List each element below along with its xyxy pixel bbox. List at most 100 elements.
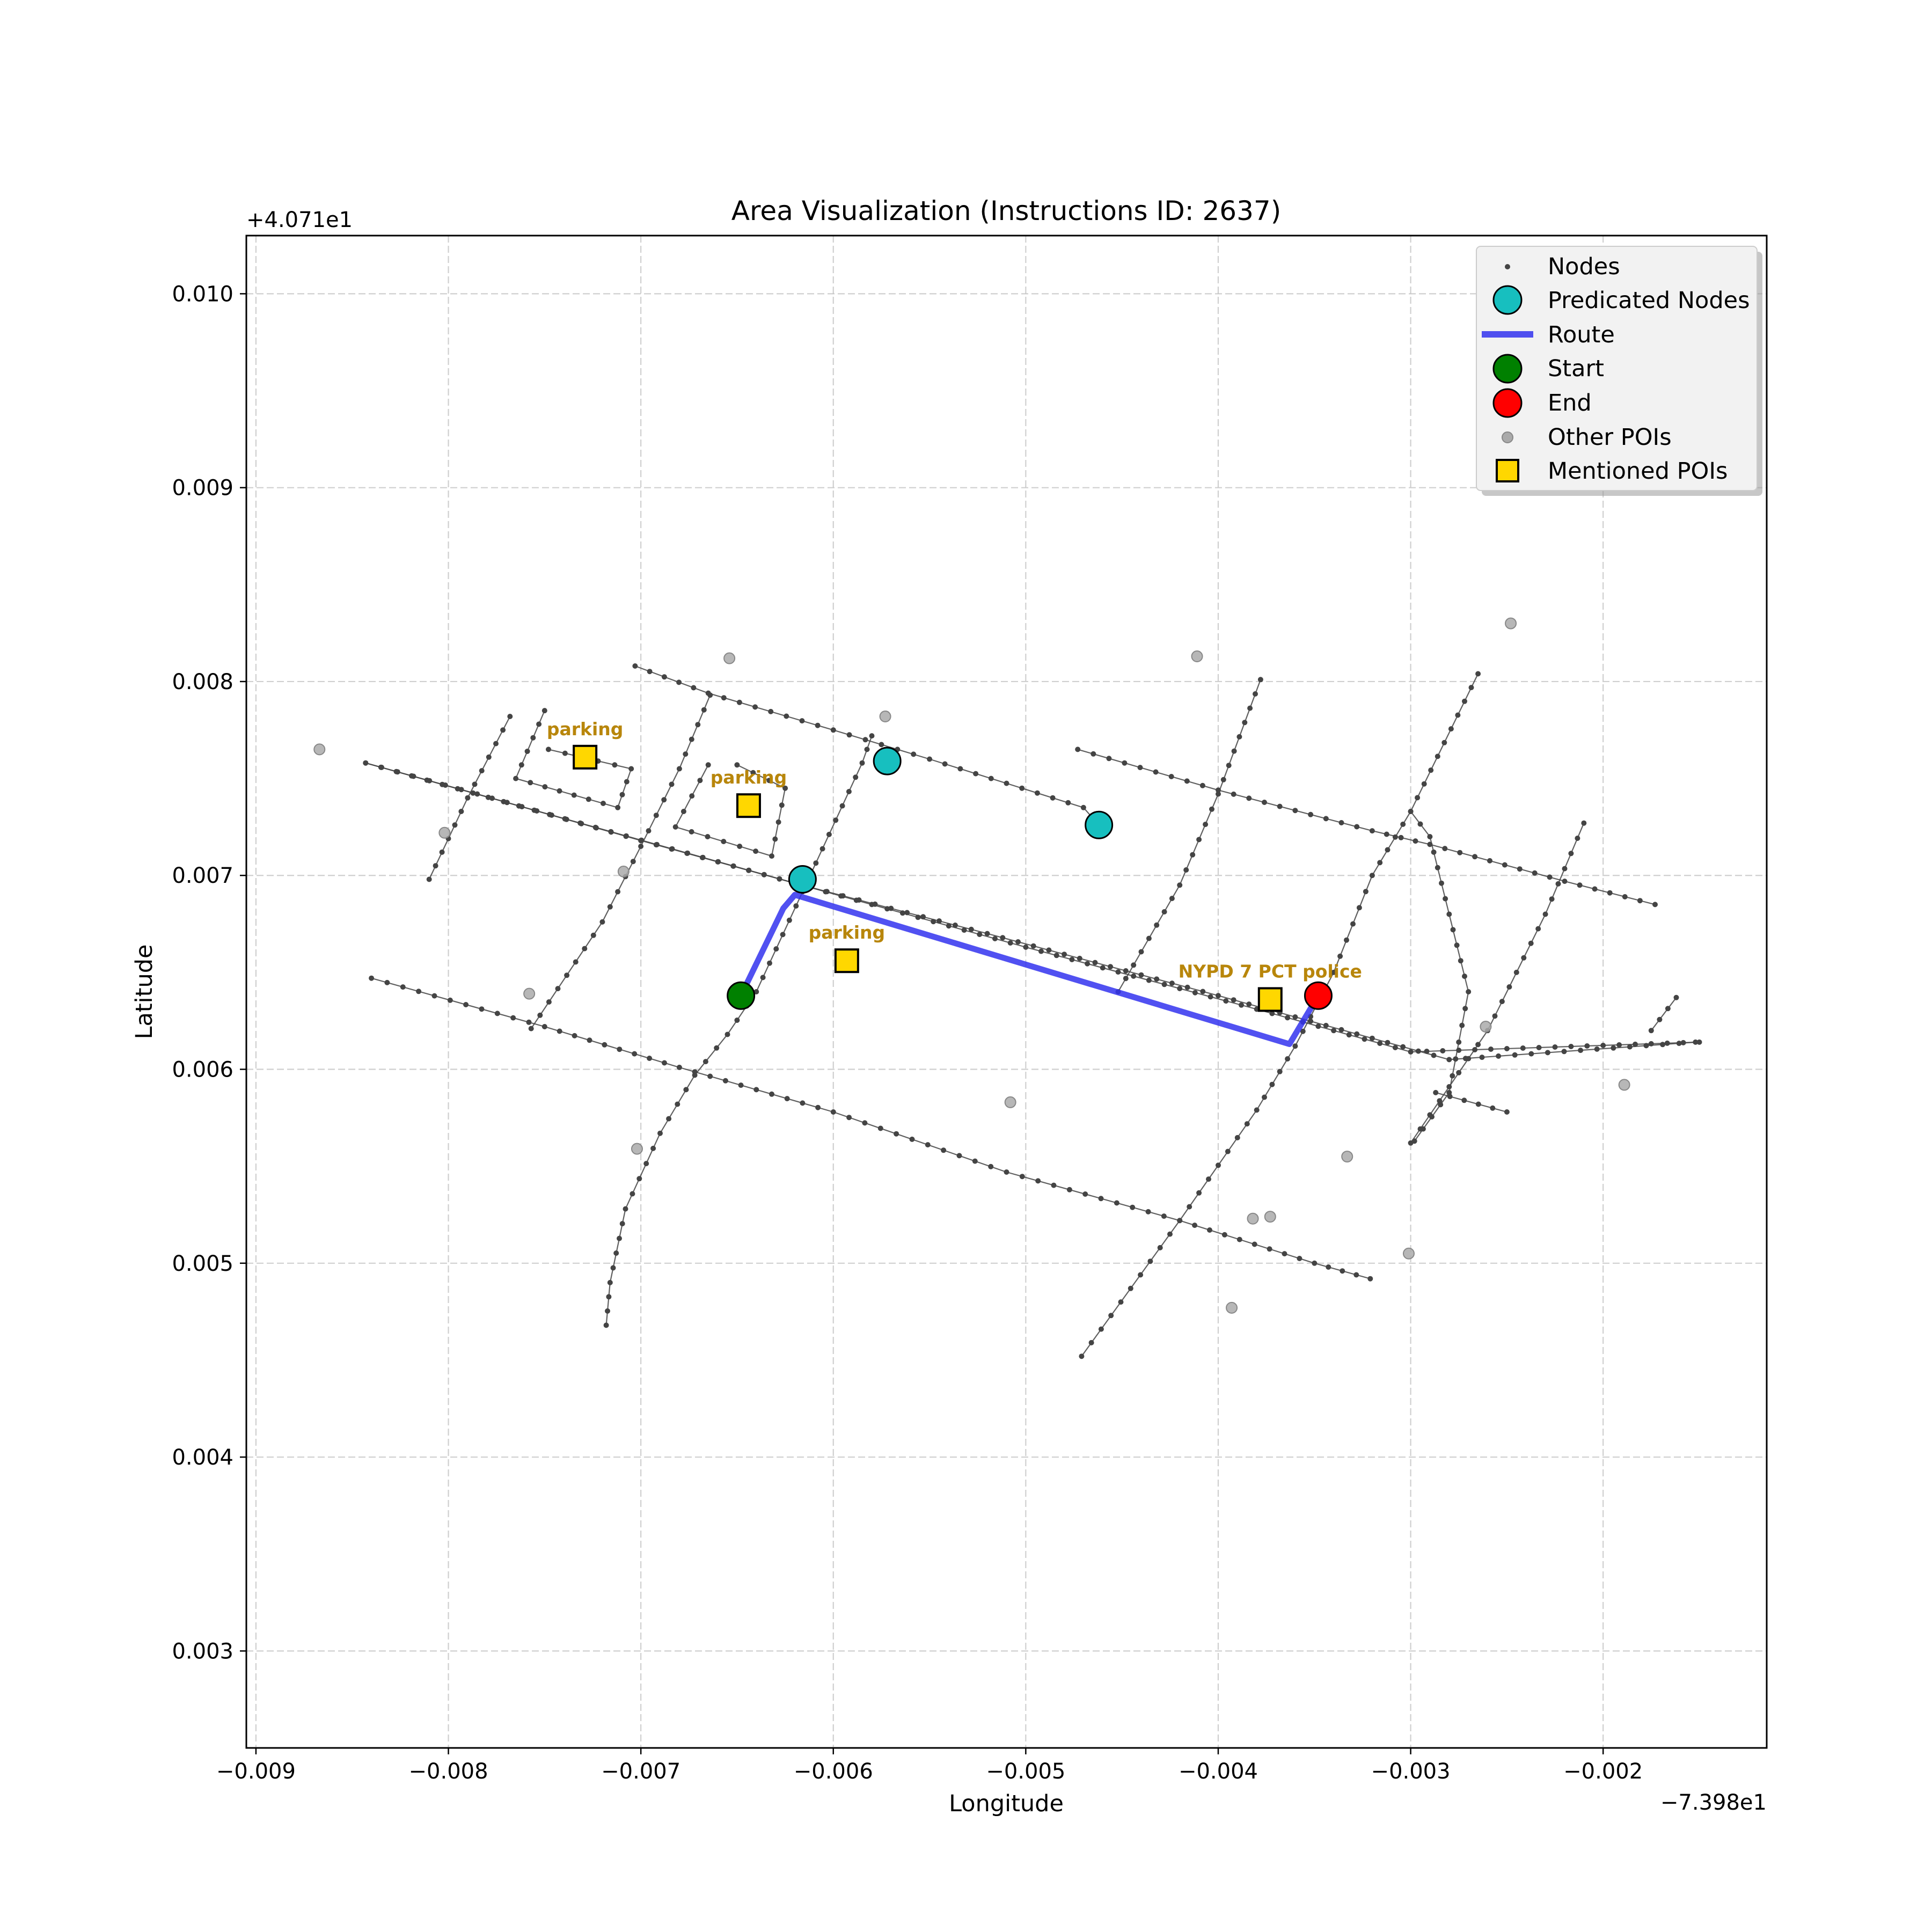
street-node xyxy=(1447,1094,1453,1100)
street-node xyxy=(1462,1006,1468,1012)
street-node xyxy=(1488,1046,1494,1052)
street-node xyxy=(1693,1039,1699,1045)
street-node xyxy=(672,824,678,830)
street-node xyxy=(1253,691,1258,697)
street-node xyxy=(607,1279,613,1285)
street-node xyxy=(973,771,979,777)
street-node xyxy=(608,829,614,835)
street-node xyxy=(526,1019,532,1025)
mentioned-poi xyxy=(1257,987,1283,1012)
street-node xyxy=(1450,1073,1455,1079)
street-node xyxy=(925,1142,931,1148)
street-node xyxy=(363,760,369,766)
street-node xyxy=(643,1161,649,1167)
street-node xyxy=(862,737,868,743)
x-tick-label: −0.008 xyxy=(409,1759,488,1784)
street-node xyxy=(599,919,605,925)
street-node xyxy=(536,721,542,727)
street-node xyxy=(780,932,786,938)
street-node xyxy=(472,781,478,787)
street-node xyxy=(378,764,384,770)
street-node xyxy=(1367,1276,1373,1282)
street-node xyxy=(501,799,507,804)
street-node xyxy=(1398,835,1404,840)
street-node xyxy=(1431,1052,1437,1058)
street-node xyxy=(661,797,667,803)
street-node xyxy=(1466,989,1472,994)
street-node xyxy=(1408,1049,1414,1055)
street-node xyxy=(1392,834,1398,840)
street-node xyxy=(680,809,686,814)
street-node xyxy=(586,796,591,802)
street-node xyxy=(1108,964,1114,970)
street-node xyxy=(541,708,547,714)
street-node xyxy=(1408,1140,1414,1146)
street-node xyxy=(888,905,894,911)
other-poi xyxy=(879,710,891,722)
street-node xyxy=(689,736,694,742)
street-node xyxy=(1000,935,1006,941)
street-node xyxy=(1308,1018,1314,1024)
street-node xyxy=(846,1115,852,1121)
street-node xyxy=(1561,1049,1567,1055)
street-node xyxy=(1356,905,1362,911)
street-node xyxy=(1062,952,1067,957)
street-node xyxy=(1246,1001,1252,1007)
street-node xyxy=(613,1250,619,1256)
street-node xyxy=(1517,866,1523,872)
street-node xyxy=(1190,852,1196,858)
street-node xyxy=(666,1116,672,1122)
street-node xyxy=(452,822,458,828)
y-tick-label: 0.009 xyxy=(172,476,233,501)
street-node xyxy=(1051,1182,1057,1188)
street-node xyxy=(507,714,513,719)
predicated-node xyxy=(1085,810,1114,839)
street-node xyxy=(1007,940,1013,946)
street-node xyxy=(695,722,701,728)
street-node xyxy=(786,917,792,923)
street-node xyxy=(474,791,480,797)
street-node xyxy=(1437,1098,1443,1104)
street-node xyxy=(1369,1035,1375,1041)
street-segment xyxy=(1650,997,1677,1031)
street-node xyxy=(775,819,781,825)
street-node xyxy=(738,1082,744,1088)
street-node xyxy=(972,1158,978,1164)
street-node xyxy=(1549,896,1555,902)
street-node xyxy=(1100,965,1106,971)
street-node xyxy=(653,813,659,818)
street-node xyxy=(1177,986,1183,991)
street-node xyxy=(1131,973,1137,979)
street-node xyxy=(1676,1041,1682,1046)
street-node xyxy=(632,1051,638,1057)
street-node xyxy=(1220,777,1226,782)
street-node xyxy=(1506,984,1512,990)
street-node xyxy=(707,692,713,698)
other-pois xyxy=(313,617,1630,1314)
street-node xyxy=(1369,873,1375,879)
x-offset-label: −7.398e1 xyxy=(1660,1790,1767,1815)
x-tick-label: −0.004 xyxy=(1179,1759,1258,1784)
route-line xyxy=(738,891,1321,1047)
street-node xyxy=(1338,1027,1344,1033)
street-node xyxy=(1562,866,1568,872)
street-node xyxy=(909,1136,915,1142)
street-node xyxy=(564,972,570,978)
street-node xyxy=(1462,974,1467,979)
other-poi xyxy=(1264,1211,1276,1223)
street-node xyxy=(705,834,711,839)
street-node xyxy=(779,802,785,808)
street-node xyxy=(1532,870,1538,876)
street-node xyxy=(1363,889,1368,895)
street-node xyxy=(1199,782,1205,788)
street-node xyxy=(1331,1028,1337,1034)
street-node xyxy=(647,1056,653,1061)
street-node xyxy=(1262,800,1267,805)
street-node xyxy=(650,1145,656,1151)
street-node xyxy=(1400,1044,1406,1050)
street-node xyxy=(956,1153,962,1159)
street-node xyxy=(615,804,621,810)
x-tick-label: −0.005 xyxy=(986,1759,1065,1784)
street-node xyxy=(1128,1285,1133,1291)
other-poi xyxy=(1618,1079,1630,1091)
